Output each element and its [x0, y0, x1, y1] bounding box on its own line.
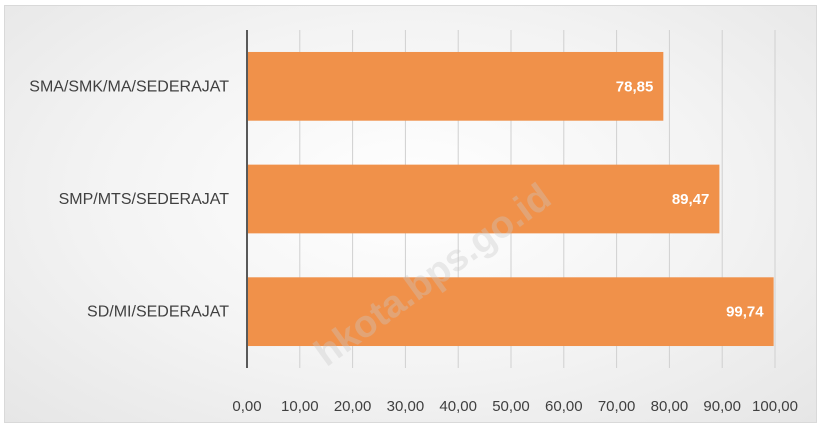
x-tick-label: 50,00	[492, 398, 530, 415]
x-tick-label: 10,00	[281, 398, 319, 415]
category-label: SMP/MTS/SEDERAJAT	[59, 191, 230, 208]
data-label: 89,47	[672, 191, 710, 208]
data-label: 78,85	[616, 78, 654, 95]
x-tick-label: 20,00	[334, 398, 372, 415]
bar	[247, 164, 720, 234]
x-tick-label: 30,00	[387, 398, 425, 415]
category-label: SD/MI/SEDERAJAT	[87, 304, 229, 321]
data-label: 99,74	[726, 304, 764, 321]
bar	[247, 277, 774, 347]
bars: 99,74 89,47 78,85	[247, 51, 774, 347]
category-label: SMA/SMK/MA/SEDERAJAT	[29, 78, 229, 95]
category-labels: SD/MI/SEDERAJAT SMP/MTS/SEDERAJAT SMA/SMK/…	[29, 78, 229, 320]
x-tick-label: 80,00	[651, 398, 689, 415]
bar	[247, 51, 664, 121]
x-tick-label: 60,00	[545, 398, 583, 415]
x-tick-labels: 0,00 10,00 20,00 30,00 40,00 50,00 60,00 70,00 8…	[232, 398, 798, 415]
x-tick-label: 0,00	[232, 398, 261, 415]
x-tick-label: 40,00	[439, 398, 477, 415]
x-tick-label: 70,00	[598, 398, 636, 415]
x-tick-label: 100,00	[752, 398, 798, 415]
x-tick-label: 90,00	[703, 398, 741, 415]
